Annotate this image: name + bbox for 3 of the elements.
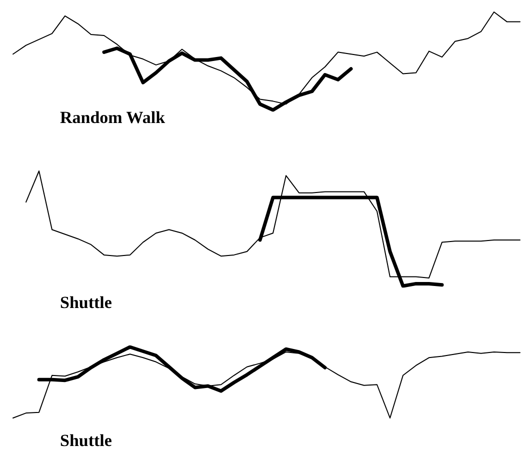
text: Shuttle — [60, 431, 112, 450]
text: Shuttle — [60, 293, 112, 312]
text: Random Walk — [60, 108, 166, 127]
